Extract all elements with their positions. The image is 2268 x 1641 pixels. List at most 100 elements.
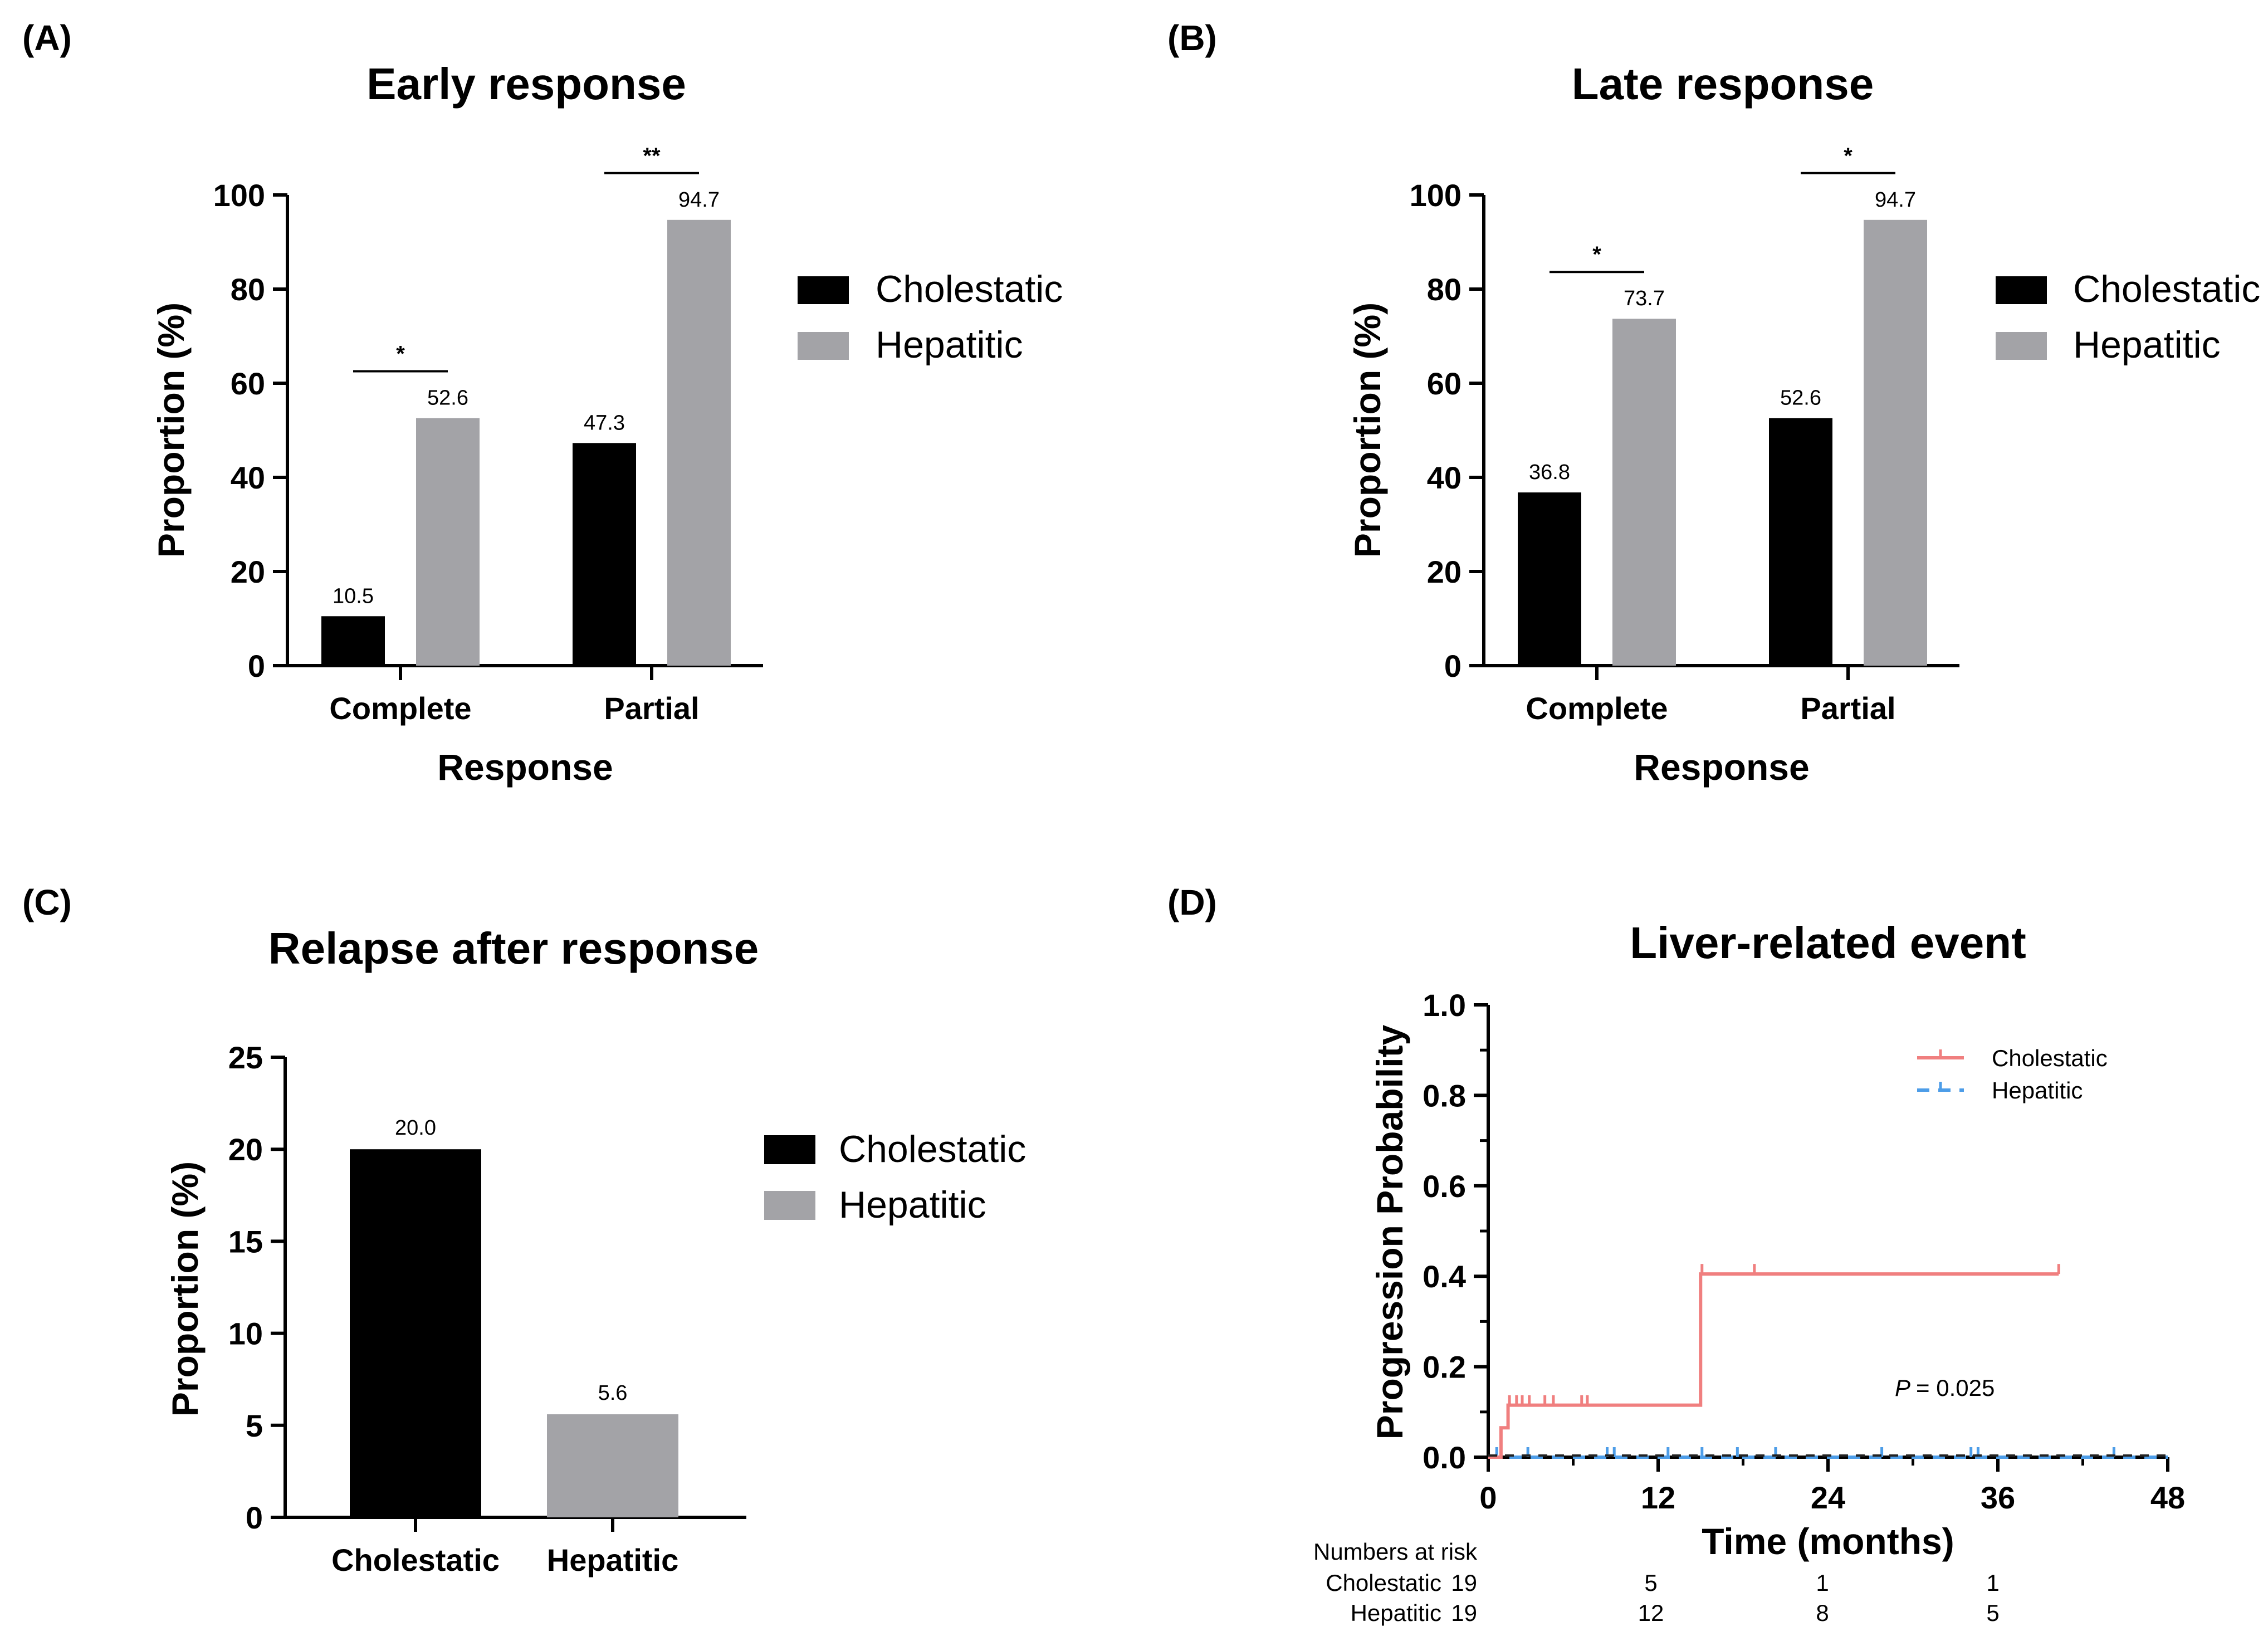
bar-hepatitic <box>547 1414 678 1517</box>
risk-value: 19 <box>1451 1570 1477 1596</box>
panel-a-xlabel: Response <box>437 746 613 788</box>
y-tick-label: 20 <box>231 554 265 589</box>
panel-d-yticks: 0.0 0.2 0.4 0.6 0.8 1.0 <box>1423 988 1490 1475</box>
significance-marker: * <box>1592 242 1601 267</box>
panel-a-bars: 10.5 52.6 47.3 94.7 <box>321 188 731 666</box>
y-tick-label: 10 <box>228 1316 263 1351</box>
legend-swatch-hepatitic <box>1996 332 2047 360</box>
panel-b-xlabel: Response <box>1634 746 1809 788</box>
bar-cholestatic <box>1769 418 1832 666</box>
panel-d-title: Liver-related event <box>1630 918 2026 968</box>
y-tick-label: 0.0 <box>1423 1440 1466 1475</box>
risk-row-label: Hepatitic <box>1351 1600 1441 1626</box>
bar-hepatitic <box>667 219 731 666</box>
x-tick-label: Complete <box>1526 691 1668 726</box>
panel-c-legend: Cholestatic Hepatitic <box>764 1128 1026 1226</box>
x-tick-label: Partial <box>604 691 699 726</box>
panel-c-ylabel: Proportion (%) <box>164 1161 206 1417</box>
x-tick-label: 48 <box>2150 1480 2185 1515</box>
x-tick-label: Complete <box>329 691 471 726</box>
y-tick-label: 0.6 <box>1423 1169 1466 1204</box>
panel-b-ylabel: Proportion (%) <box>1347 302 1388 558</box>
y-tick-label: 100 <box>1410 178 1462 213</box>
significance-marker: ** <box>643 144 661 168</box>
panel-b-significance: ** <box>1550 144 1895 274</box>
panel-a-label: (A) <box>22 18 72 58</box>
risk-value: 1 <box>1986 1570 1999 1596</box>
panel-a-legend: Cholestatic Hepatitic <box>798 268 1063 366</box>
panel-d-xticks: 0 12 24 36 48 <box>1479 1456 2185 1515</box>
bar-value-label: 36.8 <box>1529 461 1570 484</box>
risk-value: 5 <box>1986 1600 1999 1626</box>
legend-swatch-hepatitic <box>764 1191 815 1220</box>
bar-value-label: 94.7 <box>678 188 720 212</box>
panel-c-label: (C) <box>22 882 72 922</box>
bar-value-label: 5.6 <box>598 1381 628 1405</box>
panel-d-xlabel: Time (months) <box>1702 1521 1954 1562</box>
panel-a-title: Early response <box>366 59 686 109</box>
legend-label-cholestatic: Cholestatic <box>2073 268 2260 310</box>
y-tick-label: 5 <box>246 1408 263 1443</box>
legend-swatch-cholestatic <box>764 1135 815 1164</box>
legend-label-cholestatic: Cholestatic <box>839 1128 1026 1170</box>
y-tick-label: 60 <box>1427 366 1462 401</box>
y-tick-label: 0 <box>246 1500 263 1535</box>
panel-d-ylabel: Progression Probability <box>1369 1024 1410 1439</box>
bar-value-label: 20.0 <box>395 1116 436 1140</box>
y-tick-label: 40 <box>1427 460 1462 495</box>
bar-cholestatic <box>321 616 385 666</box>
legend-label-hepatitic: Hepatitic <box>839 1184 986 1226</box>
y-tick-label: 60 <box>231 366 265 401</box>
x-tick-label: 12 <box>1641 1480 1675 1515</box>
km-curve-cholestatic <box>1488 1272 2059 1459</box>
significance-marker: * <box>396 342 405 367</box>
y-tick-label: 1.0 <box>1423 988 1466 1023</box>
y-tick-label: 15 <box>228 1224 263 1259</box>
bar-hepatitic <box>1864 219 1927 666</box>
y-tick-label: 0 <box>1444 648 1462 683</box>
panel-a: (A) Early response Proportion (%) Respon… <box>22 18 1063 788</box>
panel-a-xticks: Complete Partial <box>287 664 763 726</box>
y-tick-label: 0.4 <box>1423 1259 1466 1294</box>
panel-b-bars: 36.8 73.7 52.6 94.7 <box>1518 188 1927 666</box>
legend-label-hepatitic: Hepatitic <box>876 324 1023 366</box>
x-tick-label: Cholestatic <box>331 1542 500 1577</box>
y-tick-label: 20 <box>228 1132 263 1167</box>
legend-label-cholestatic: Cholestatic <box>876 268 1063 310</box>
panel-c-yticks: 0 5 10 15 20 25 <box>228 1040 287 1535</box>
legend-label-hepatitic: Hepatitic <box>2073 324 2221 366</box>
bar-value-label: 10.5 <box>333 584 374 608</box>
panel-b-label: (B) <box>1167 18 1217 58</box>
panel-d-curves <box>1488 1264 2168 1459</box>
x-tick-label: 24 <box>1811 1480 1845 1515</box>
panel-a-yticks: 0 20 40 60 80 100 <box>213 178 289 683</box>
panel-d-p-value: P = 0.025 <box>1895 1375 1995 1401</box>
panel-a-ylabel: Proportion (%) <box>150 302 192 558</box>
panel-c-bars: 20.0 5.6 <box>350 1116 678 1517</box>
y-tick-label: 20 <box>1427 554 1462 589</box>
panel-a-significance: *** <box>353 144 699 373</box>
panel-b: (B) Late response Proportion (%) Respons… <box>1167 18 2260 788</box>
bar-hepatitic <box>1612 319 1676 666</box>
panel-b-title: Late response <box>1572 59 1874 109</box>
legend-label-hepatitic: Hepatitic <box>1992 1077 2083 1103</box>
bar-value-label: 94.7 <box>1875 188 1916 212</box>
panel-b-yticks: 0 20 40 60 80 100 <box>1410 178 1485 683</box>
bar-cholestatic <box>1518 492 1581 666</box>
panel-d-legend: Cholestatic Hepatitic <box>1917 1045 2108 1103</box>
p-value-text: = 0.025 <box>1916 1375 1995 1401</box>
y-tick-label: 80 <box>1427 272 1462 307</box>
panel-d: (D) Liver-related event Progression Prob… <box>1167 882 2185 1626</box>
risk-value: 12 <box>1638 1600 1664 1626</box>
risk-table-heading: Numbers at risk <box>1313 1539 1478 1565</box>
y-tick-label: 0 <box>248 648 265 683</box>
panel-c-title: Relapse after response <box>268 924 759 973</box>
bar-value-label: 52.6 <box>1780 387 1821 410</box>
y-tick-label: 25 <box>228 1040 263 1075</box>
panel-c-xticks: Cholestatic Hepatitic <box>285 1516 746 1577</box>
panel-b-legend: Cholestatic Hepatitic <box>1996 268 2260 366</box>
panel-b-xticks: Complete Partial <box>1484 664 1959 726</box>
risk-value: 8 <box>1816 1600 1829 1626</box>
y-tick-label: 0.8 <box>1423 1078 1466 1113</box>
